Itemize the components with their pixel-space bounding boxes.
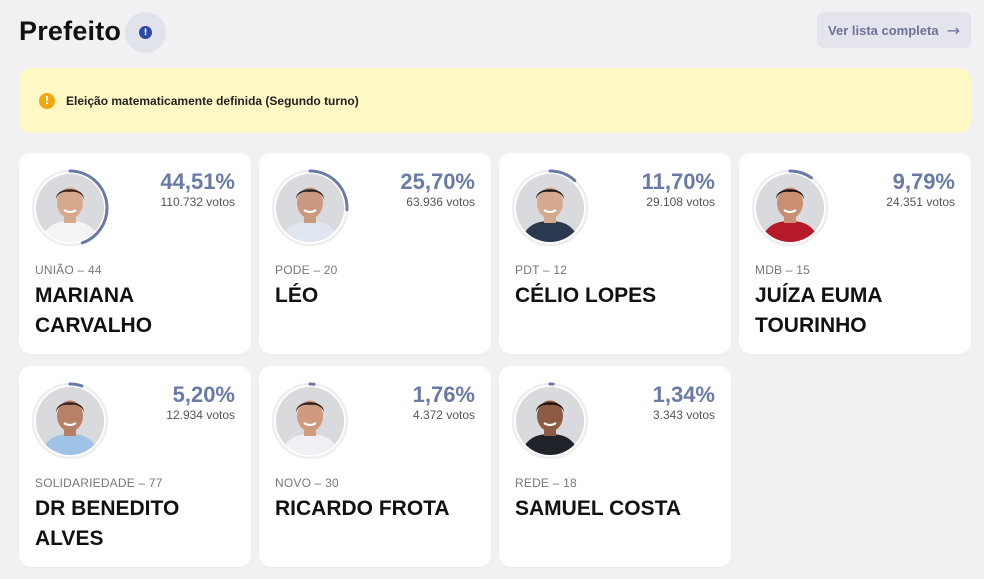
vote-percentage: 1,76% (412, 382, 475, 407)
vote-share-ring (31, 169, 109, 247)
candidate-name: CÉLIO LOPES (515, 284, 657, 307)
party-number: REDE – 18 (515, 476, 577, 490)
vote-count: 24.351 votos (886, 195, 955, 209)
party-number: SOLIDARIEDADE – 77 (35, 476, 163, 490)
candidate-name: SAMUEL COSTA (515, 497, 682, 520)
party-number: NOVO – 30 (275, 476, 339, 490)
vote-share-ring (511, 382, 589, 460)
vote-count: 110.732 votos (160, 195, 235, 209)
candidate-card[interactable]: 5,20% 12.934 votos SOLIDARIEDADE – 77 DR… (19, 366, 251, 567)
full-list-button[interactable]: Ver lista completa → (817, 12, 971, 48)
party-number: PDT – 12 (515, 263, 568, 277)
page-title: Prefeito (19, 16, 122, 46)
candidate-name: DR BENEDITO ALVES (35, 497, 180, 550)
vote-count: 12.934 votos (166, 408, 235, 422)
vote-percentage: 1,34% (652, 382, 715, 407)
avatar (276, 387, 344, 455)
status-alert: ! Eleição matematicamente definida (Segu… (19, 68, 971, 133)
candidate-card[interactable]: 11,70% 29.108 votos PDT – 12 CÉLIO LOPES (499, 153, 731, 354)
vote-count: 63.936 votos (406, 195, 475, 209)
candidate-avatar-ring (510, 168, 590, 248)
vote-percentage: 44,51% (160, 169, 235, 194)
vote-share-ring (31, 382, 109, 460)
vote-share-ring (751, 169, 829, 247)
info-icon: ! (139, 26, 152, 39)
avatar (516, 174, 584, 242)
candidate-card[interactable]: 44,51% 110.732 votos UNIÃO – 44 MARIANA … (19, 153, 251, 354)
header: Prefeito ! Ver lista completa → (19, 12, 971, 53)
vote-percentage: 11,70% (641, 169, 715, 194)
candidate-avatar-ring (750, 168, 830, 248)
vote-count: 29.108 votos (646, 195, 715, 209)
candidate-name: MARIANA CARVALHO (35, 284, 153, 337)
avatar (36, 174, 104, 242)
vote-share-ring (511, 169, 589, 247)
vote-share-ring (271, 382, 349, 460)
vote-percentage: 5,20% (172, 382, 235, 407)
candidate-avatar-ring (270, 381, 350, 461)
candidate-card[interactable]: 25,70% 63.936 votos PODE – 20 LÉO (259, 153, 491, 354)
candidate-card[interactable]: 1,76% 4.372 votos NOVO – 30 RICARDO FROT… (259, 366, 491, 567)
vote-percentage: 9,79% (892, 169, 955, 194)
candidate-avatar-ring (30, 381, 110, 461)
party-number: MDB – 15 (755, 263, 810, 277)
candidate-avatar-ring (30, 168, 110, 248)
arrow-right-icon: → (946, 20, 960, 40)
party-number: UNIÃO – 44 (35, 263, 102, 277)
avatar (516, 387, 584, 455)
avatar (756, 174, 824, 242)
candidate-avatar-ring (510, 381, 590, 461)
vote-count: 3.343 votos (652, 408, 715, 422)
candidate-card[interactable]: 1,34% 3.343 votos REDE – 18 SAMUEL COSTA (499, 366, 731, 567)
warning-icon: ! (39, 92, 55, 109)
party-number: PODE – 20 (275, 263, 338, 277)
candidate-card[interactable]: 9,79% 24.351 votos MDB – 15 JUÍZA EUMA T… (739, 153, 971, 354)
candidate-avatar-ring (270, 168, 350, 248)
candidate-name: LÉO (275, 284, 319, 307)
avatar (36, 387, 104, 455)
info-button[interactable]: ! (125, 12, 166, 53)
vote-percentage: 25,70% (400, 169, 475, 194)
avatar (276, 174, 344, 242)
vote-count: 4.372 votos (412, 408, 475, 422)
alert-message: Eleição matematicamente definida (Segund… (66, 93, 359, 108)
candidate-name: RICARDO FROTA (275, 497, 450, 520)
candidate-name: JUÍZA EUMA TOURINHO (755, 284, 882, 337)
full-list-label: Ver lista completa (828, 22, 939, 38)
vote-share-ring (271, 169, 349, 247)
